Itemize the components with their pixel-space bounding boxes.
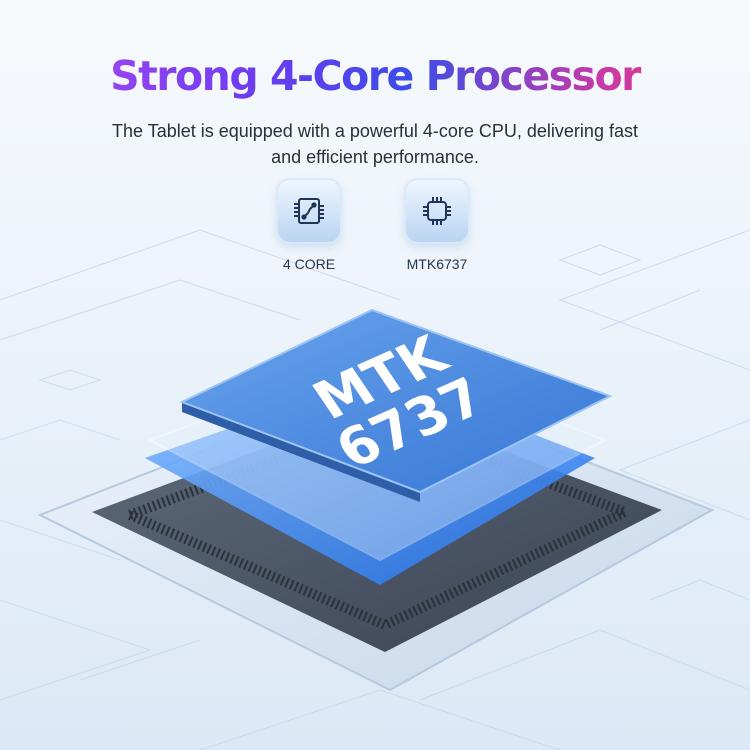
feature-mtk6737: MTK6737 [404,180,470,272]
feature-label: 4 CORE [282,256,336,272]
page-title: Strong 4-Core Processor [0,52,750,100]
die-top [179,308,613,494]
feature-label: MTK6737 [406,256,468,272]
die-side [182,402,420,502]
feature-4-core: 4 CORE [276,180,342,272]
circuit-board-icon [278,180,340,242]
cpu-chip-icon [406,180,468,242]
package-pins [116,414,638,631]
subtitle-line-1: The Tablet is equipped with a powerful 4… [112,121,638,141]
subtitle: The Tablet is equipped with a powerful 4… [40,118,710,170]
subtitle-line-2: and efficient performance. [271,147,479,167]
